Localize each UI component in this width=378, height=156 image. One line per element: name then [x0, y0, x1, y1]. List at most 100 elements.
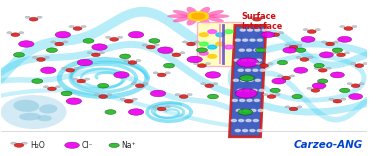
Circle shape — [92, 44, 107, 50]
Circle shape — [128, 61, 137, 64]
Circle shape — [256, 48, 266, 52]
Circle shape — [77, 59, 93, 66]
Circle shape — [247, 99, 252, 102]
Circle shape — [124, 59, 129, 62]
Circle shape — [297, 44, 302, 46]
Circle shape — [224, 30, 233, 34]
Circle shape — [344, 27, 353, 30]
Circle shape — [243, 109, 249, 112]
Circle shape — [251, 109, 256, 112]
Circle shape — [11, 33, 20, 37]
Circle shape — [243, 39, 248, 41]
Circle shape — [253, 119, 259, 122]
Circle shape — [143, 83, 148, 85]
Circle shape — [44, 56, 50, 58]
Circle shape — [289, 107, 298, 111]
Circle shape — [197, 48, 208, 52]
Circle shape — [359, 83, 364, 85]
Circle shape — [312, 83, 326, 89]
Circle shape — [344, 52, 350, 54]
Text: Cl⁻: Cl⁻ — [82, 141, 93, 150]
Circle shape — [40, 67, 56, 73]
Circle shape — [107, 93, 112, 96]
Circle shape — [272, 78, 286, 84]
Circle shape — [242, 59, 247, 61]
Circle shape — [208, 54, 217, 58]
Circle shape — [22, 142, 28, 144]
Ellipse shape — [205, 10, 224, 16]
Circle shape — [297, 106, 302, 108]
Circle shape — [87, 52, 92, 54]
Circle shape — [51, 41, 56, 43]
Circle shape — [340, 25, 345, 28]
Circle shape — [129, 32, 144, 38]
Circle shape — [245, 89, 249, 91]
Ellipse shape — [1, 95, 67, 129]
Circle shape — [157, 73, 166, 77]
Circle shape — [349, 94, 363, 100]
Circle shape — [33, 56, 37, 58]
Circle shape — [257, 39, 262, 41]
Ellipse shape — [37, 115, 52, 121]
Circle shape — [260, 69, 265, 71]
Circle shape — [200, 42, 208, 46]
Circle shape — [260, 64, 269, 68]
Circle shape — [74, 67, 79, 69]
Circle shape — [150, 90, 166, 97]
Circle shape — [260, 16, 265, 18]
Circle shape — [329, 98, 334, 100]
Circle shape — [339, 88, 350, 93]
Circle shape — [245, 69, 251, 71]
Circle shape — [256, 59, 261, 61]
Circle shape — [208, 94, 218, 99]
Ellipse shape — [199, 17, 210, 25]
Ellipse shape — [208, 14, 229, 18]
Circle shape — [253, 17, 261, 21]
Circle shape — [37, 16, 42, 18]
Circle shape — [308, 56, 313, 58]
Circle shape — [11, 142, 16, 144]
Circle shape — [250, 129, 255, 132]
Circle shape — [124, 99, 133, 103]
Circle shape — [154, 44, 159, 46]
Circle shape — [254, 49, 259, 51]
Circle shape — [205, 72, 221, 78]
Circle shape — [164, 63, 175, 68]
Circle shape — [248, 16, 253, 18]
Circle shape — [266, 32, 272, 34]
Circle shape — [332, 48, 342, 52]
Circle shape — [234, 59, 239, 61]
Circle shape — [216, 33, 225, 37]
Circle shape — [198, 64, 206, 68]
Circle shape — [25, 16, 30, 18]
Circle shape — [271, 33, 280, 37]
Circle shape — [109, 143, 119, 147]
Circle shape — [146, 45, 155, 49]
Circle shape — [294, 67, 308, 73]
Circle shape — [153, 72, 158, 74]
Circle shape — [235, 89, 257, 98]
Circle shape — [253, 69, 258, 71]
Circle shape — [105, 36, 111, 38]
Circle shape — [46, 48, 57, 52]
Circle shape — [267, 95, 276, 98]
Circle shape — [119, 54, 131, 59]
Circle shape — [321, 41, 327, 43]
Circle shape — [179, 95, 188, 98]
Circle shape — [235, 39, 240, 41]
Circle shape — [341, 98, 346, 100]
Circle shape — [66, 68, 74, 72]
Circle shape — [238, 109, 253, 115]
Circle shape — [61, 91, 72, 96]
Circle shape — [73, 78, 78, 80]
Circle shape — [91, 53, 100, 57]
Circle shape — [363, 63, 368, 65]
Circle shape — [99, 52, 104, 54]
Circle shape — [355, 64, 364, 68]
Circle shape — [135, 84, 144, 88]
Circle shape — [256, 63, 261, 65]
Circle shape — [332, 52, 338, 54]
Circle shape — [187, 42, 195, 46]
Circle shape — [69, 25, 74, 28]
Circle shape — [98, 83, 108, 88]
